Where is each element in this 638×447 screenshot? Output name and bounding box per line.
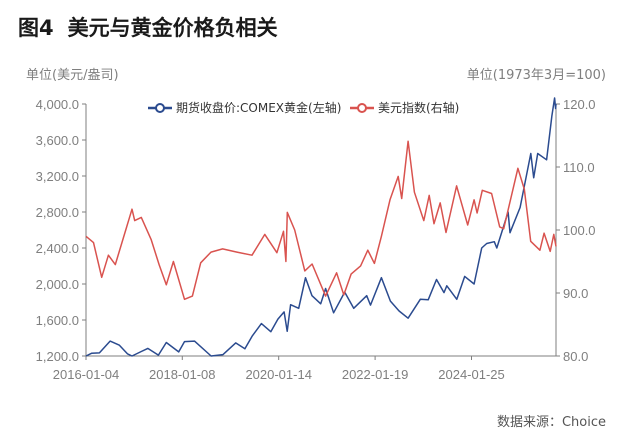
right-axis-tick-label: 100.0 bbox=[563, 223, 596, 238]
figure-title-text: 美元与黄金价格负相关 bbox=[67, 16, 278, 40]
right-axis-tick-label: 120.0 bbox=[563, 97, 596, 112]
data-source: 数据来源：Choice bbox=[497, 415, 606, 430]
right-axis-unit-label: 单位(1973年3月=100) bbox=[467, 68, 606, 83]
left-axis-tick-label: 1,200.0 bbox=[36, 349, 79, 364]
figure-title: 图4 美元与黄金价格负相关 bbox=[18, 12, 278, 42]
series-line-dollar-index bbox=[85, 140, 557, 301]
left-axis-tick-label: 2,400.0 bbox=[36, 241, 79, 256]
legend-item-gold: 期货收盘价:COMEX黄金(左轴) bbox=[148, 100, 341, 115]
right-axis-tick-label: 80.0 bbox=[563, 349, 588, 364]
x-axis-tick-label: 2022-01-19 bbox=[342, 367, 409, 382]
left-axis-tick-label: 1,600.0 bbox=[36, 313, 79, 328]
left-axis-tick-label: 2,000.0 bbox=[36, 277, 79, 292]
x-axis-tick-label: 2020-01-14 bbox=[245, 367, 312, 382]
x-axis-tick-label: 2024-01-25 bbox=[438, 367, 505, 382]
right-axis-tick-label: 110.0 bbox=[563, 160, 595, 175]
left-axis-tick-label: 4,000.0 bbox=[36, 97, 79, 112]
left-axis-tick-label: 3,200.0 bbox=[36, 169, 79, 184]
x-axis-tick-label: 2016-01-04 bbox=[53, 367, 120, 382]
figure-number: 图4 bbox=[18, 16, 54, 40]
legend-marker-gold bbox=[155, 103, 165, 113]
x-axis-tick-label: 2018-01-08 bbox=[149, 367, 216, 382]
legend-label-gold: 期货收盘价:COMEX黄金(左轴) bbox=[176, 100, 341, 115]
series-layer bbox=[85, 97, 557, 357]
series-line-gold bbox=[85, 97, 557, 357]
right-axis-tick-label: 90.0 bbox=[563, 286, 588, 301]
legend-label-dollar-index: 美元指数(右轴) bbox=[378, 100, 459, 115]
legend: 期货收盘价:COMEX黄金(左轴) 美元指数(右轴) bbox=[148, 100, 459, 115]
legend-marker-dollar-index bbox=[357, 103, 367, 113]
left-axis-tick-label: 3,600.0 bbox=[36, 133, 79, 148]
left-axis-unit-label: 单位(美元/盎司) bbox=[26, 68, 119, 83]
legend-item-dollar-index: 美元指数(右轴) bbox=[350, 100, 459, 115]
axes: 1,200.0 1,600.0 2,000.0 2,400.0 2,800.0 3,200… bbox=[36, 97, 596, 382]
left-axis-tick-label: 2,800.0 bbox=[36, 205, 79, 220]
